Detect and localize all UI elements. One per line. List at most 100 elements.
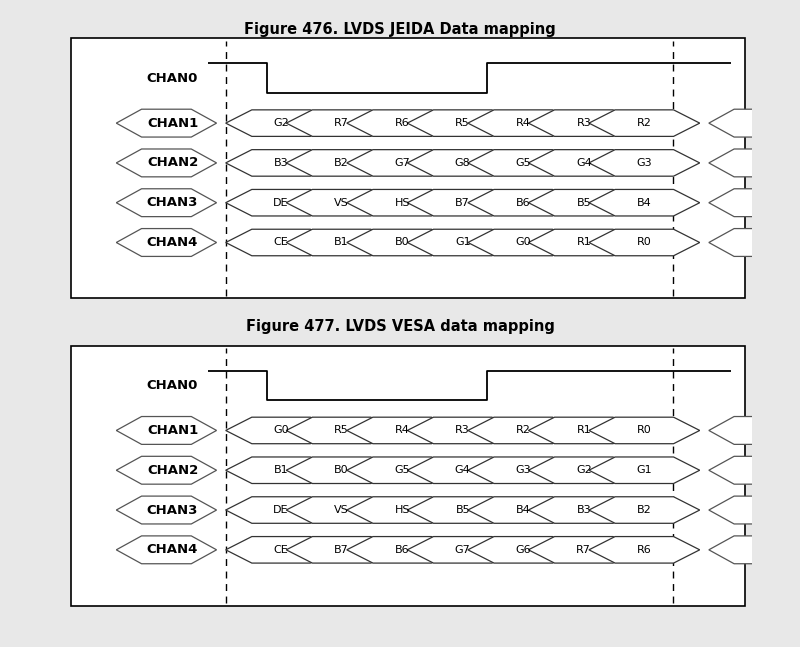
Polygon shape <box>589 417 700 444</box>
Text: B1: B1 <box>334 237 349 248</box>
Polygon shape <box>407 190 518 216</box>
Text: G0: G0 <box>515 237 531 248</box>
Text: B6: B6 <box>395 545 410 555</box>
Polygon shape <box>226 190 337 216</box>
Polygon shape <box>286 190 397 216</box>
Text: CHAN2: CHAN2 <box>147 157 198 170</box>
Text: R5: R5 <box>334 426 349 435</box>
Text: R0: R0 <box>637 426 652 435</box>
Text: B6: B6 <box>516 198 530 208</box>
Text: G4: G4 <box>576 158 592 168</box>
Polygon shape <box>346 110 458 137</box>
Polygon shape <box>116 189 217 217</box>
Text: G2: G2 <box>273 118 289 128</box>
Text: CHAN0: CHAN0 <box>146 72 198 85</box>
Text: CHAN0: CHAN0 <box>146 379 198 392</box>
Polygon shape <box>589 497 700 523</box>
Text: R7: R7 <box>334 118 349 128</box>
Polygon shape <box>407 149 518 176</box>
Polygon shape <box>346 229 458 256</box>
Text: G5: G5 <box>394 465 410 476</box>
Polygon shape <box>528 417 639 444</box>
Text: B5: B5 <box>455 505 470 515</box>
Polygon shape <box>589 229 700 256</box>
Polygon shape <box>346 190 458 216</box>
Polygon shape <box>709 149 800 177</box>
Text: CE: CE <box>274 237 289 248</box>
Polygon shape <box>286 229 397 256</box>
Text: G1: G1 <box>455 237 470 248</box>
Polygon shape <box>468 190 578 216</box>
Text: B0: B0 <box>334 465 349 476</box>
Text: CHAN3: CHAN3 <box>146 196 198 209</box>
Text: R0: R0 <box>637 237 652 248</box>
Text: B2: B2 <box>334 158 349 168</box>
Text: CHAN4: CHAN4 <box>146 543 198 556</box>
Polygon shape <box>286 417 397 444</box>
Polygon shape <box>468 149 578 176</box>
Text: G6: G6 <box>515 545 531 555</box>
Polygon shape <box>407 536 518 563</box>
Polygon shape <box>116 456 217 484</box>
Text: B2: B2 <box>637 505 652 515</box>
Polygon shape <box>226 417 337 444</box>
Polygon shape <box>468 229 578 256</box>
Text: VS: VS <box>334 505 349 515</box>
Text: G7: G7 <box>455 545 470 555</box>
Text: CHAN4: CHAN4 <box>146 236 198 249</box>
Polygon shape <box>346 497 458 523</box>
Polygon shape <box>226 536 337 563</box>
FancyBboxPatch shape <box>71 345 745 606</box>
Text: G7: G7 <box>394 158 410 168</box>
Polygon shape <box>226 229 337 256</box>
Text: R2: R2 <box>637 118 652 128</box>
Polygon shape <box>407 229 518 256</box>
Text: CHAN1: CHAN1 <box>147 424 198 437</box>
Polygon shape <box>709 456 800 484</box>
Text: HS: HS <box>394 198 410 208</box>
Polygon shape <box>468 497 578 523</box>
Text: B1: B1 <box>274 465 288 476</box>
Text: R5: R5 <box>455 118 470 128</box>
Text: Figure 476. LVDS JEIDA Data mapping: Figure 476. LVDS JEIDA Data mapping <box>244 21 556 37</box>
Polygon shape <box>528 497 639 523</box>
Polygon shape <box>528 190 639 216</box>
Polygon shape <box>116 109 217 137</box>
Polygon shape <box>226 457 337 483</box>
Polygon shape <box>407 457 518 483</box>
Text: R7: R7 <box>576 545 591 555</box>
Polygon shape <box>528 149 639 176</box>
Polygon shape <box>468 110 578 137</box>
Polygon shape <box>709 189 800 217</box>
Polygon shape <box>589 149 700 176</box>
Polygon shape <box>286 536 397 563</box>
Text: CE: CE <box>274 545 289 555</box>
Text: R4: R4 <box>394 426 410 435</box>
Polygon shape <box>116 228 217 256</box>
Text: B3: B3 <box>577 505 591 515</box>
Polygon shape <box>468 417 578 444</box>
Text: R1: R1 <box>577 426 591 435</box>
Polygon shape <box>589 190 700 216</box>
Polygon shape <box>116 496 217 524</box>
Text: B4: B4 <box>516 505 530 515</box>
Polygon shape <box>528 536 639 563</box>
Polygon shape <box>709 536 800 564</box>
Text: B7: B7 <box>455 198 470 208</box>
Polygon shape <box>528 457 639 483</box>
Polygon shape <box>116 536 217 564</box>
Text: G5: G5 <box>515 158 531 168</box>
Text: G4: G4 <box>455 465 470 476</box>
Text: DE: DE <box>274 198 289 208</box>
Text: B5: B5 <box>577 198 591 208</box>
Polygon shape <box>226 110 337 137</box>
Text: R3: R3 <box>577 118 591 128</box>
Polygon shape <box>528 229 639 256</box>
Text: G2: G2 <box>576 465 592 476</box>
Polygon shape <box>116 149 217 177</box>
Text: CHAN3: CHAN3 <box>146 503 198 516</box>
Text: CHAN1: CHAN1 <box>147 116 198 129</box>
Text: B3: B3 <box>274 158 288 168</box>
Text: VS: VS <box>334 198 349 208</box>
Polygon shape <box>346 149 458 176</box>
